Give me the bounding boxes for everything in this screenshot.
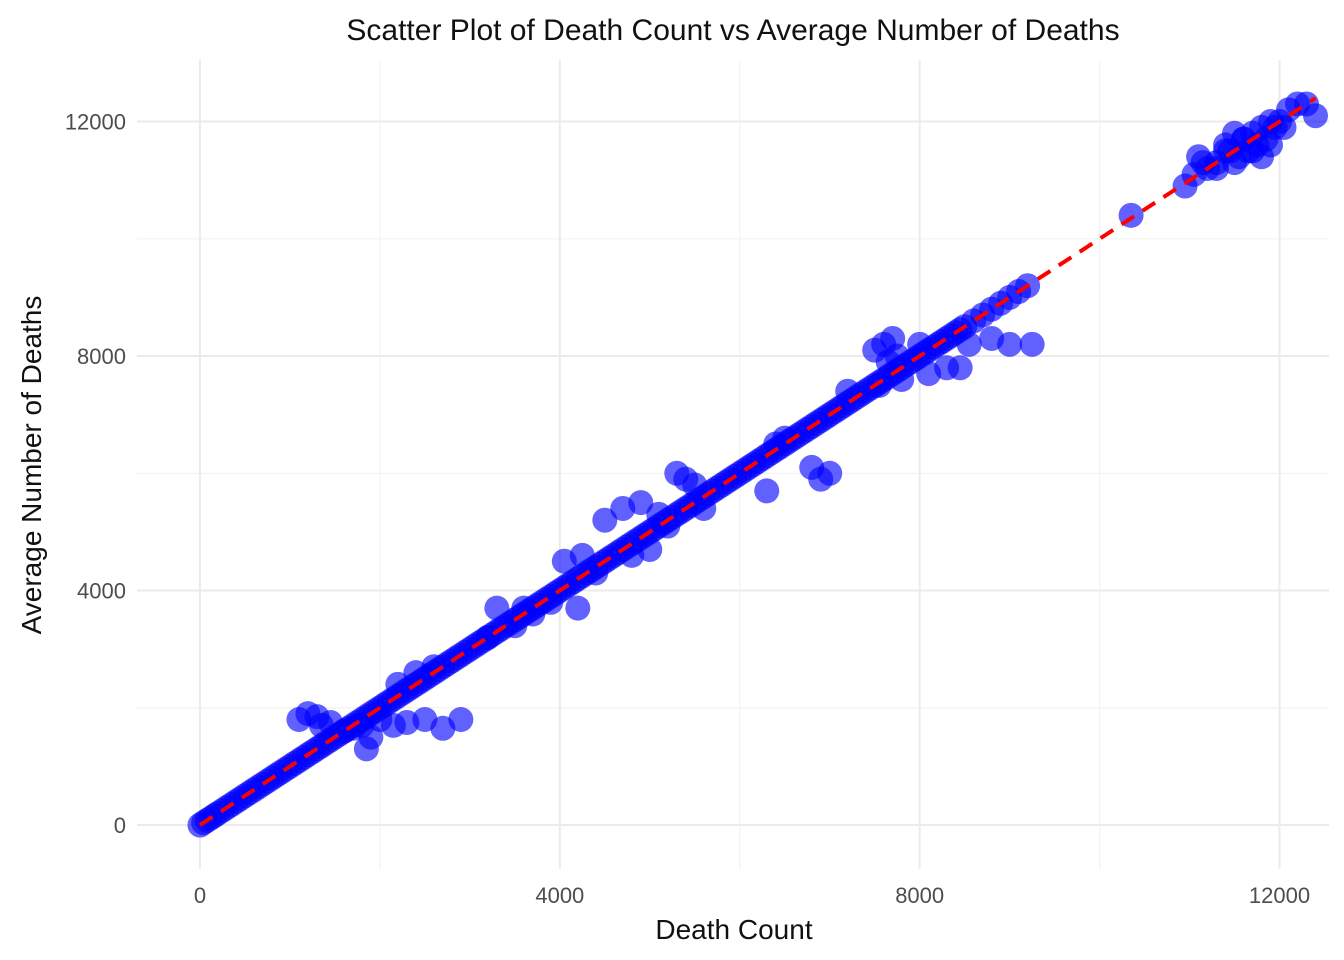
data-point: [907, 331, 933, 357]
data-point: [628, 490, 654, 516]
data-point: [754, 478, 780, 504]
data-point: [1190, 150, 1216, 176]
data-point: [1271, 114, 1297, 140]
data-point: [866, 372, 892, 398]
data-point: [673, 466, 699, 492]
data-point: [637, 537, 663, 563]
data-point: [763, 431, 789, 457]
data-point: [808, 466, 834, 492]
data-point: [475, 624, 501, 650]
data-point: [385, 671, 411, 697]
y-tick-label: 8000: [77, 344, 126, 369]
y-axis-title: Average Number of Deaths: [16, 296, 47, 635]
x-tick-label: 8000: [895, 883, 944, 908]
trend-line: [198, 96, 1317, 827]
data-point: [956, 331, 982, 357]
data-point: [997, 331, 1023, 357]
data-point: [655, 513, 681, 539]
data-point: [1231, 126, 1257, 152]
data-point: [1249, 144, 1275, 170]
data-point: [538, 589, 564, 615]
data-point: [1303, 103, 1329, 129]
data-point: [448, 707, 474, 733]
data-point: [511, 595, 537, 621]
data-point: [421, 654, 447, 680]
y-tick-label: 12000: [65, 110, 126, 135]
data-point: [569, 542, 595, 568]
y-tick-label: 0: [114, 813, 126, 838]
data-point: [592, 507, 618, 533]
major-gridlines: [137, 60, 1329, 869]
y-tick-label: 4000: [77, 579, 126, 604]
x-axis-title: Death Count: [655, 914, 812, 945]
data-point: [484, 595, 510, 621]
data-points: [187, 91, 1329, 838]
x-tick-label: 4000: [535, 883, 584, 908]
data-point: [565, 595, 591, 621]
data-point: [1213, 138, 1239, 164]
x-axis-tick-labels: 0 4000 8000 12000: [194, 883, 1310, 908]
data-point: [916, 361, 942, 387]
data-point: [947, 355, 973, 381]
data-point: [691, 495, 717, 521]
data-point: [353, 736, 379, 762]
y-axis-tick-labels: 0 4000 8000 12000: [65, 110, 126, 838]
data-point: [884, 343, 910, 369]
chart-title: Scatter Plot of Death Count vs Average N…: [346, 14, 1119, 47]
data-point: [583, 560, 609, 586]
data-point: [835, 378, 861, 404]
x-tick-label: 0: [194, 883, 206, 908]
data-point: [1019, 331, 1045, 357]
x-tick-label: 12000: [1249, 883, 1310, 908]
